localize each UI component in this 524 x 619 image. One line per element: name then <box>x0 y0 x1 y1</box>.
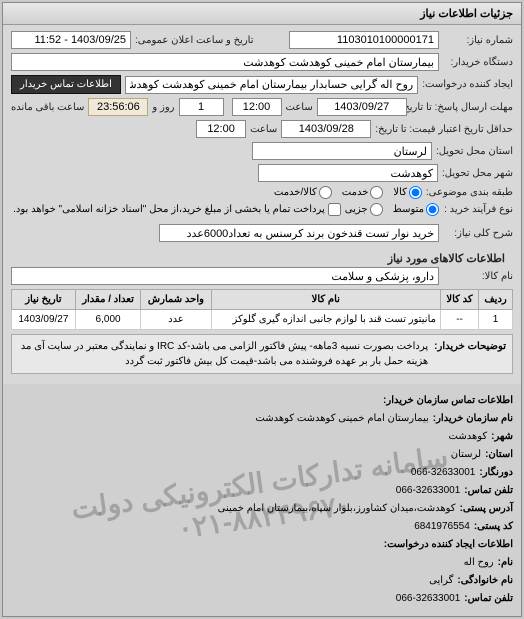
cat-goods-radio[interactable]: کالا <box>393 186 422 199</box>
category-label: طبقه بندی موضوعی: <box>426 187 513 198</box>
note-label: توضیحات خریدار: <box>434 339 506 369</box>
remaining-time-input <box>88 98 148 116</box>
request-no-input[interactable] <box>289 31 439 49</box>
request-no-label: شماره نیاز: <box>443 35 513 46</box>
remaining-days-input <box>179 98 224 116</box>
table-row[interactable]: 1 -- مانیتور تست قند با لوازم جانبی اندا… <box>12 310 513 330</box>
th-code: کد کالا <box>440 290 478 310</box>
validity-time-input[interactable] <box>196 120 246 138</box>
deadline-time-input[interactable] <box>232 98 282 116</box>
public-date-label: تاریخ و ساعت اعلان عمومی: <box>135 35 254 46</box>
deadline-send-label: مهلت ارسال پاسخ: تا تاریخ: <box>411 102 513 113</box>
goods-table: ردیف کد کالا نام کالا واحد شمارش تعداد /… <box>11 289 513 330</box>
th-name: نام کالا <box>211 290 440 310</box>
desc-label: شرح کلی نیاز: <box>443 228 513 239</box>
details-panel: جزئیات اطلاعات نیاز شماره نیاز: تاریخ و … <box>2 2 522 617</box>
desc-input[interactable] <box>159 224 439 242</box>
validity-date-input[interactable] <box>281 120 371 138</box>
province-label: استان محل تحویل: <box>436 146 513 157</box>
goods-name-label: نام کالا: <box>443 271 513 282</box>
buyer-note-box: توضیحات خریدار: پرداخت بصورت نسیه 3ماهه-… <box>11 334 513 374</box>
cat-service-radio[interactable]: خدمت <box>342 186 384 199</box>
creator-input[interactable] <box>125 76 418 94</box>
panel-title: جزئیات اطلاعات نیاز <box>3 3 521 25</box>
table-header-row: ردیف کد کالا نام کالا واحد شمارش تعداد /… <box>12 290 513 310</box>
creator-section-title: اطلاعات ایجاد کننده درخواست: <box>384 536 513 554</box>
validity-label: حداقل تاریخ اعتبار قیمت: تا تاریخ: <box>375 124 513 135</box>
goods-name-input[interactable] <box>11 267 439 285</box>
contact-buyer-button[interactable]: اطلاعات تماس خریدار <box>11 75 121 94</box>
th-unit: واحد شمارش <box>141 290 211 310</box>
cat-goods-service-radio[interactable]: کالا/خدمت <box>274 186 332 199</box>
form-area: شماره نیاز: تاریخ و ساعت اعلان عمومی: دس… <box>3 25 521 384</box>
payment-checkbox[interactable]: پرداخت تمام یا بخشی از مبلغ خرید،از محل … <box>13 203 341 216</box>
remaining-days-label: روز و <box>152 102 174 113</box>
validity-time-label: ساعت <box>250 124 277 135</box>
category-radio-group: کالا خدمت کالا/خدمت <box>274 186 422 199</box>
note-text: پرداخت بصورت نسیه 3ماهه- پیش فاکتور الزا… <box>18 339 428 369</box>
city-label: شهر محل تحویل: <box>442 168 513 179</box>
buyer-label: دستگاه خریدار: <box>443 57 513 68</box>
city-input[interactable] <box>258 164 438 182</box>
process-label: نوع فرآیند خرید : <box>443 204 513 215</box>
th-row: ردیف <box>479 290 513 310</box>
public-date-input[interactable] <box>11 31 131 49</box>
buyer-input[interactable] <box>11 53 439 71</box>
deadline-date-input[interactable] <box>317 98 407 116</box>
creator-label: ایجاد کننده درخواست: <box>422 79 513 90</box>
contact-section: سامانه تدارکات الکترونیکی دولت ۰۲۱-۸۸۳۴۹… <box>3 384 521 616</box>
th-date: تاریخ نیاز <box>12 290 76 310</box>
th-qty: تعداد / مقدار <box>75 290 141 310</box>
process-radio-group: متوسط جزیی <box>345 203 439 216</box>
proc-partial-radio[interactable]: جزیی <box>345 203 383 216</box>
remaining-label: ساعت باقی مانده <box>11 102 84 113</box>
province-input[interactable] <box>252 142 432 160</box>
goods-section-title: اطلاعات کالاهای مورد نیاز <box>11 246 513 267</box>
proc-low-radio[interactable]: متوسط <box>393 203 439 216</box>
deadline-time-label: ساعت <box>286 102 313 113</box>
contact-section-title: اطلاعات تماس سازمان خریدار: <box>383 392 513 410</box>
